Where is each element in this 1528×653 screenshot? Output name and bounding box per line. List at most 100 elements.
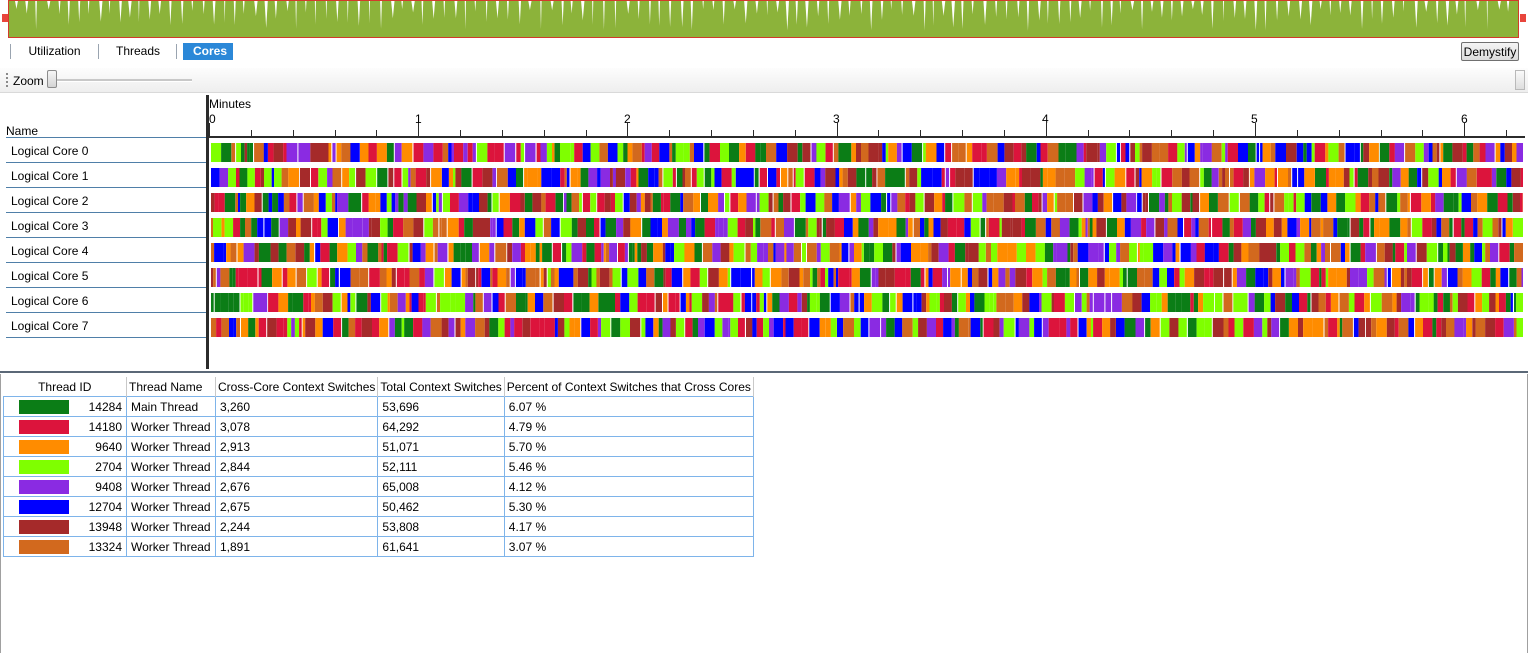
thread-segment[interactable] <box>1085 218 1088 237</box>
overview-left-marker[interactable] <box>2 14 8 22</box>
thread-segment[interactable] <box>1303 318 1313 337</box>
thread-segment[interactable] <box>766 143 777 162</box>
thread-segment[interactable] <box>1520 193 1523 212</box>
thread-segment[interactable] <box>921 168 932 187</box>
thread-segment[interactable] <box>1285 268 1294 287</box>
thread-segment[interactable] <box>1229 193 1239 212</box>
thread-segment[interactable] <box>768 243 774 262</box>
thread-segment[interactable] <box>1447 268 1458 287</box>
thread-segment[interactable] <box>750 243 758 262</box>
thread-segment[interactable] <box>1405 143 1416 162</box>
table-row[interactable]: 9640 Worker Thread 2,913 51,071 5.70 % <box>3 436 754 457</box>
thread-segment[interactable] <box>451 268 461 287</box>
thread-segment[interactable] <box>1304 168 1315 187</box>
thread-segment[interactable] <box>1400 218 1408 237</box>
thread-segment[interactable] <box>570 168 578 187</box>
thread-segment[interactable] <box>348 193 353 212</box>
thread-segment[interactable] <box>1467 293 1475 312</box>
thread-segment[interactable] <box>264 168 272 187</box>
thread-segment[interactable] <box>1163 243 1173 262</box>
thread-segment[interactable] <box>1348 318 1353 337</box>
thread-segment[interactable] <box>936 318 944 337</box>
core-row-3[interactable]: Logical Core 3 <box>6 212 206 237</box>
thread-segment[interactable] <box>942 268 947 287</box>
thread-segment[interactable] <box>249 293 253 312</box>
thread-segment[interactable] <box>670 243 675 262</box>
thread-segment[interactable] <box>409 293 412 312</box>
thread-segment[interactable] <box>286 243 296 262</box>
thread-segment[interactable] <box>1477 218 1483 237</box>
thread-segment[interactable] <box>430 318 442 337</box>
thread-segment[interactable] <box>1293 268 1297 287</box>
thread-segment[interactable] <box>1264 193 1270 212</box>
thread-segment[interactable] <box>1048 318 1060 337</box>
thread-segment[interactable] <box>478 268 482 287</box>
thread-segment[interactable] <box>483 218 491 237</box>
thread-segment[interactable] <box>1491 168 1497 187</box>
thread-segment[interactable] <box>1096 218 1106 237</box>
thread-segment[interactable] <box>894 318 903 337</box>
thread-segment[interactable] <box>918 318 927 337</box>
thread-segment[interactable] <box>347 293 351 312</box>
thread-segment[interactable] <box>1255 268 1264 287</box>
thread-segment[interactable] <box>986 193 994 212</box>
thread-segment[interactable] <box>1449 293 1453 312</box>
thread-segment[interactable] <box>1419 293 1429 312</box>
thread-segment[interactable] <box>423 293 426 312</box>
thread-segment[interactable] <box>1248 243 1260 262</box>
thread-segment[interactable] <box>221 143 232 162</box>
thread-segment[interactable] <box>455 318 461 337</box>
thread-segment[interactable] <box>418 293 424 312</box>
thread-segment[interactable] <box>520 143 525 162</box>
thread-segment[interactable] <box>624 243 628 262</box>
thread-segment[interactable] <box>890 293 896 312</box>
thread-segment[interactable] <box>872 168 877 187</box>
thread-segment[interactable] <box>974 293 985 312</box>
thread-segment[interactable] <box>844 218 853 237</box>
thread-segment[interactable] <box>888 143 897 162</box>
thread-segment[interactable] <box>953 193 965 212</box>
thread-segment[interactable] <box>448 143 452 162</box>
thread-segment[interactable] <box>539 243 543 262</box>
thread-segment[interactable] <box>546 143 553 162</box>
thread-segment[interactable] <box>597 168 601 187</box>
thread-segment[interactable] <box>472 168 483 187</box>
thread-segment[interactable] <box>1196 243 1205 262</box>
thread-segment[interactable] <box>731 268 741 287</box>
thread-segment[interactable] <box>623 143 628 162</box>
thread-segment[interactable] <box>632 143 642 162</box>
thread-segment[interactable] <box>733 293 741 312</box>
thread-segment[interactable] <box>1065 268 1070 287</box>
thread-segment[interactable] <box>805 193 816 212</box>
thread-segment[interactable] <box>1164 218 1168 237</box>
thread-segment[interactable] <box>1337 218 1348 237</box>
thread-segment[interactable] <box>1088 243 1099 262</box>
thread-segment[interactable] <box>1325 268 1329 287</box>
thread-segment[interactable] <box>779 293 789 312</box>
thread-segment[interactable] <box>465 243 472 262</box>
thread-segment[interactable] <box>581 318 591 337</box>
thread-segment[interactable] <box>1306 143 1312 162</box>
thread-segment[interactable] <box>1139 243 1144 262</box>
thread-segment[interactable] <box>1204 318 1212 337</box>
thread-segment[interactable] <box>1003 318 1015 337</box>
thread-segment[interactable] <box>683 193 694 212</box>
thread-segment[interactable] <box>1150 318 1160 337</box>
thread-segment[interactable] <box>1431 193 1436 212</box>
thread-segment[interactable] <box>1159 193 1165 212</box>
thread-segment[interactable] <box>869 243 875 262</box>
column-header-total[interactable]: Total Context Switches <box>377 377 505 397</box>
thread-segment[interactable] <box>1407 268 1412 287</box>
thread-segment[interactable] <box>936 143 945 162</box>
thread-segment[interactable] <box>1233 293 1240 312</box>
thread-segment[interactable] <box>881 193 887 212</box>
thread-segment[interactable] <box>454 143 464 162</box>
thread-segment[interactable] <box>350 293 356 312</box>
thread-segment[interactable] <box>745 218 753 237</box>
thread-segment[interactable] <box>1024 193 1032 212</box>
thread-segment[interactable] <box>835 168 840 187</box>
thread-segment[interactable] <box>783 318 786 337</box>
thread-segment[interactable] <box>1416 243 1427 262</box>
thread-segment[interactable] <box>1268 268 1273 287</box>
thread-segment[interactable] <box>481 268 491 287</box>
